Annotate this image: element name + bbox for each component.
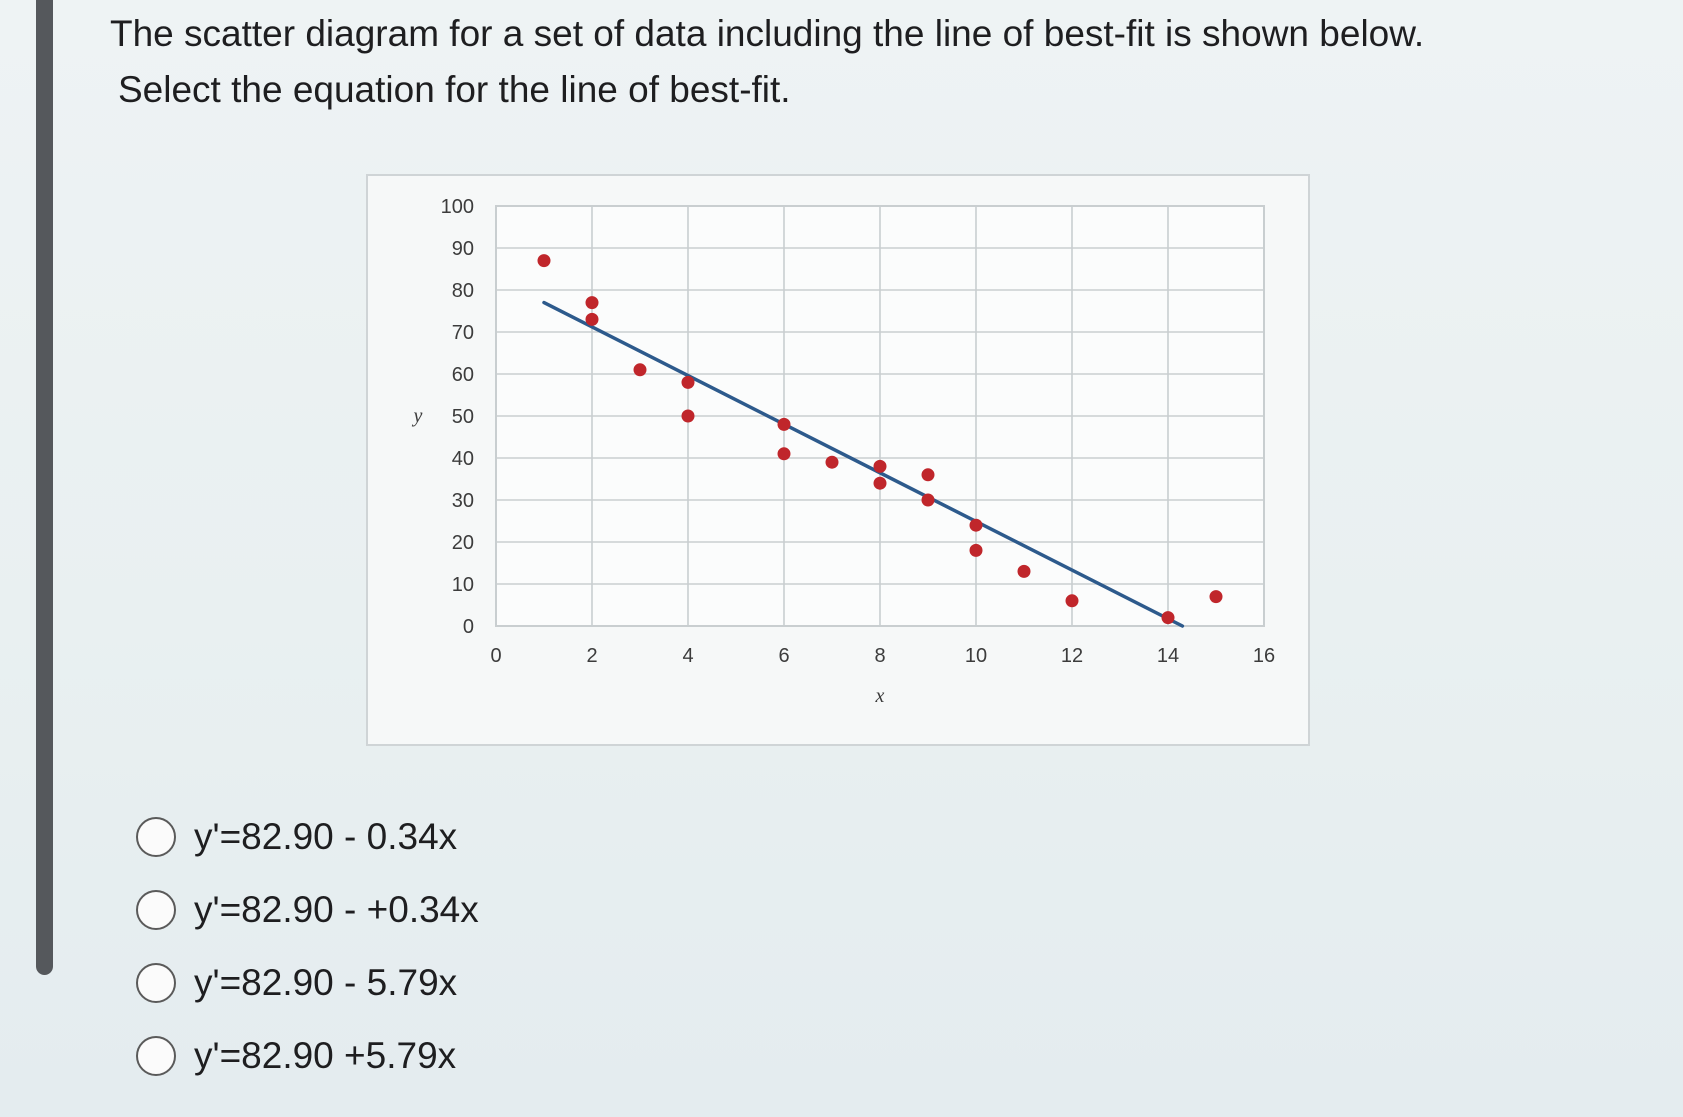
y-tick-label: 50	[452, 406, 474, 428]
data-point	[537, 254, 551, 268]
data-point	[1209, 590, 1223, 604]
data-point	[969, 543, 983, 557]
scrollbar[interactable]	[36, 0, 53, 975]
radio-button-3[interactable]	[136, 962, 176, 1003]
y-tick-label: 0	[463, 616, 474, 638]
data-point	[969, 518, 983, 532]
y-tick-label: 40	[452, 448, 474, 470]
data-point	[585, 296, 599, 310]
data-point	[585, 312, 599, 326]
x-axis-label: x	[875, 685, 885, 707]
question-text: The scatter diagram for a set of data in…	[110, 6, 1530, 118]
option-4-label: y'=82.90 +5.79x	[194, 1034, 457, 1076]
question-line-1: The scatter diagram for a set of data in…	[110, 13, 1425, 54]
data-point	[777, 417, 791, 431]
data-point	[873, 459, 887, 473]
data-point	[921, 493, 935, 507]
radio-button-1[interactable]	[136, 816, 176, 857]
option-1-label: y'=82.90 - 0.34x	[194, 815, 458, 857]
data-point	[825, 455, 839, 469]
option-4[interactable]: y'=82.90 +5.79x	[136, 1019, 479, 1092]
option-2-label: y'=82.90 - +0.34x	[194, 888, 479, 930]
x-tick-label: 8	[874, 645, 885, 667]
x-tick-label: 0	[490, 645, 501, 667]
best-fit-line	[542, 300, 1185, 628]
question-line-2: Select the equation for the line of best…	[118, 69, 791, 110]
y-tick-label: 10	[452, 574, 474, 596]
y-tick-label: 60	[452, 364, 474, 386]
y-tick-label: 100	[441, 196, 474, 218]
y-tick-label: 80	[452, 280, 474, 302]
data-point	[1161, 611, 1175, 625]
data-point	[777, 447, 791, 461]
x-tick-label: 12	[1061, 645, 1083, 667]
answer-options: y'=82.90 - 0.34x y'=82.90 - +0.34x y'=82…	[136, 800, 479, 1092]
data-point	[1065, 594, 1079, 608]
data-point	[681, 409, 695, 423]
scatter-chart: 0 10 20 30 40 50 60 70 80 90 100 0 2 4 6 8 10 12 14 16 x y	[366, 174, 1310, 746]
y-tick-label: 30	[452, 490, 474, 512]
x-tick-label: 2	[586, 645, 597, 667]
x-tick-label: 10	[965, 645, 987, 667]
option-1[interactable]: y'=82.90 - 0.34x	[136, 800, 479, 873]
x-tick-label: 16	[1253, 645, 1275, 667]
y-tick-label: 20	[452, 532, 474, 554]
y-tick-label: 90	[452, 238, 474, 260]
data-point	[1017, 564, 1031, 578]
x-tick-label: 14	[1157, 645, 1179, 667]
data-point	[633, 363, 647, 377]
radio-button-2[interactable]	[136, 889, 176, 930]
x-tick-label: 4	[682, 645, 693, 667]
scatter-chart-svg: 0 10 20 30 40 50 60 70 80 90 100 0 2 4 6 8 10 12 14 16 x y	[412, 196, 1276, 707]
radio-button-4[interactable]	[136, 1035, 176, 1076]
data-point	[873, 476, 887, 490]
option-2[interactable]: y'=82.90 - +0.34x	[136, 873, 479, 946]
data-point	[681, 375, 695, 389]
x-tick-label: 6	[778, 645, 789, 667]
data-point	[921, 468, 935, 482]
y-tick-label: 70	[452, 322, 474, 344]
option-3-label: y'=82.90 - 5.79x	[194, 961, 458, 1003]
option-3[interactable]: y'=82.90 - 5.79x	[136, 946, 479, 1019]
y-axis-label: y	[412, 405, 423, 427]
